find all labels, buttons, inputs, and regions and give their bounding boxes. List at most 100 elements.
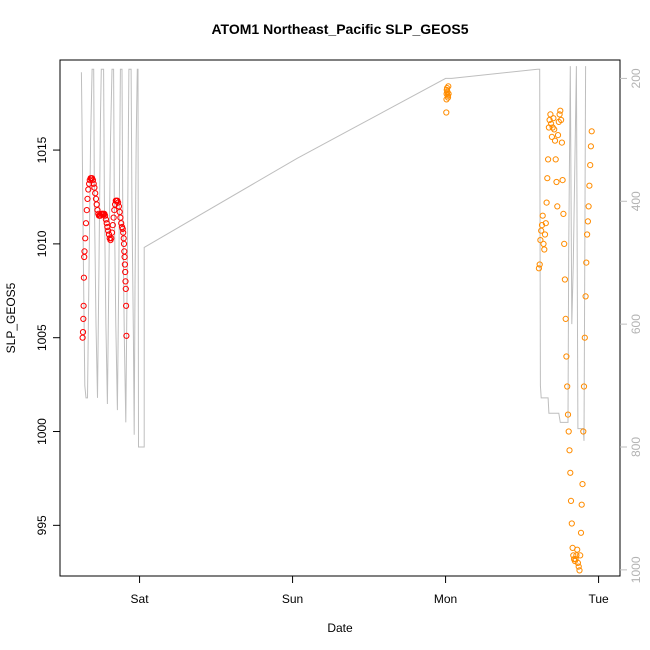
data-point: [86, 180, 93, 187]
secondary-y-tick-label: 400: [629, 191, 643, 211]
data-point: [79, 329, 87, 336]
y-tick-label: 1010: [35, 230, 49, 257]
y-axis-label: SLP_GEOS5: [4, 282, 18, 353]
data-point: [119, 225, 126, 232]
pressure-line: [80, 66, 587, 448]
data-point: [565, 428, 572, 435]
data-point: [92, 190, 99, 197]
data-point: [558, 116, 565, 124]
data-point: [550, 115, 557, 122]
data-point: [542, 220, 549, 227]
y-tick-label: 995: [35, 515, 49, 535]
data-point: [575, 563, 582, 570]
data-point: [81, 248, 88, 255]
data-point: [89, 177, 97, 184]
data-point: [80, 302, 87, 309]
data-point: [94, 207, 101, 214]
data-point: [559, 177, 566, 184]
data-point: [576, 567, 583, 574]
data-point: [103, 220, 110, 227]
data-point: [554, 203, 561, 210]
data-point: [545, 156, 552, 163]
data-point: [122, 268, 129, 276]
secondary-y-axis: 200 400 600 800 1000: [620, 68, 643, 583]
data-point: [561, 240, 568, 247]
data-point: [579, 481, 586, 488]
data-point: [445, 90, 452, 97]
x-tick-label: Tue: [588, 592, 609, 606]
data-point: [120, 240, 128, 247]
data-point: [115, 199, 122, 206]
data-point: [541, 231, 549, 238]
data-point: [563, 353, 570, 360]
data-point: [109, 222, 116, 229]
data-point: [121, 253, 128, 261]
data-point: [115, 203, 123, 210]
data-point: [110, 214, 117, 221]
data-point: [584, 218, 592, 225]
data-point: [538, 227, 545, 234]
data-point: [537, 237, 544, 244]
data-point: [104, 223, 111, 231]
data-point: [102, 212, 109, 219]
data-point: [557, 107, 564, 114]
secondary-y-tick-label: 600: [629, 314, 643, 334]
data-point: [554, 132, 562, 139]
data-point: [91, 184, 98, 191]
plot-area: [79, 66, 595, 574]
data-point: [578, 501, 585, 508]
data-point: [536, 261, 543, 268]
data-point: [539, 212, 546, 219]
data-point: [82, 235, 89, 242]
x-axis-label: Date: [327, 621, 353, 635]
chart-title: ATOM1 Northeast_Pacific SLP_GEOS5: [211, 21, 468, 37]
plot-frame: [59, 59, 621, 577]
data-point: [102, 216, 110, 223]
data-point: [543, 199, 550, 206]
data-point: [111, 207, 118, 214]
data-point: [568, 520, 575, 527]
data-point: [581, 334, 588, 341]
data-point: [587, 143, 595, 150]
x-tick-label: Sun: [282, 592, 303, 606]
x-tick-label: Mon: [434, 592, 457, 606]
data-point: [108, 229, 116, 236]
data-point: [122, 278, 129, 285]
y-tick-label: 1000: [35, 418, 49, 445]
data-point: [540, 240, 547, 247]
data-point: [580, 383, 588, 390]
data-point: [546, 116, 553, 124]
data-point: [90, 180, 97, 187]
data-point: [560, 210, 567, 217]
data-point: [588, 128, 595, 135]
data-point: [573, 552, 580, 559]
data-point: [117, 214, 124, 221]
data-point: [120, 235, 127, 242]
data-point: [574, 546, 581, 553]
data-point: [123, 302, 130, 309]
y-axis: 995 1000 1005 1010 1015: [35, 136, 60, 535]
data-point: [566, 447, 573, 454]
data-point: [108, 235, 115, 242]
data-point: [544, 175, 551, 182]
data-point: [564, 383, 571, 390]
data-point: [82, 220, 90, 227]
data-point: [551, 126, 558, 133]
secondary-y-tick-label: 1000: [629, 556, 643, 583]
data-point: [80, 315, 87, 322]
data-point: [553, 178, 560, 186]
x-axis: Sat Sun Mon Tue: [131, 576, 609, 606]
data-point: [93, 201, 100, 208]
data-point: [558, 139, 566, 146]
data-point: [121, 248, 128, 255]
data-point: [577, 529, 585, 536]
data-point: [551, 137, 559, 144]
data-point: [561, 276, 569, 283]
data-point: [118, 220, 125, 227]
y-tick-label: 1005: [35, 324, 49, 351]
data-point: [84, 195, 91, 202]
data-point: [587, 162, 594, 169]
data-point: [564, 411, 572, 418]
data-point: [445, 83, 452, 90]
